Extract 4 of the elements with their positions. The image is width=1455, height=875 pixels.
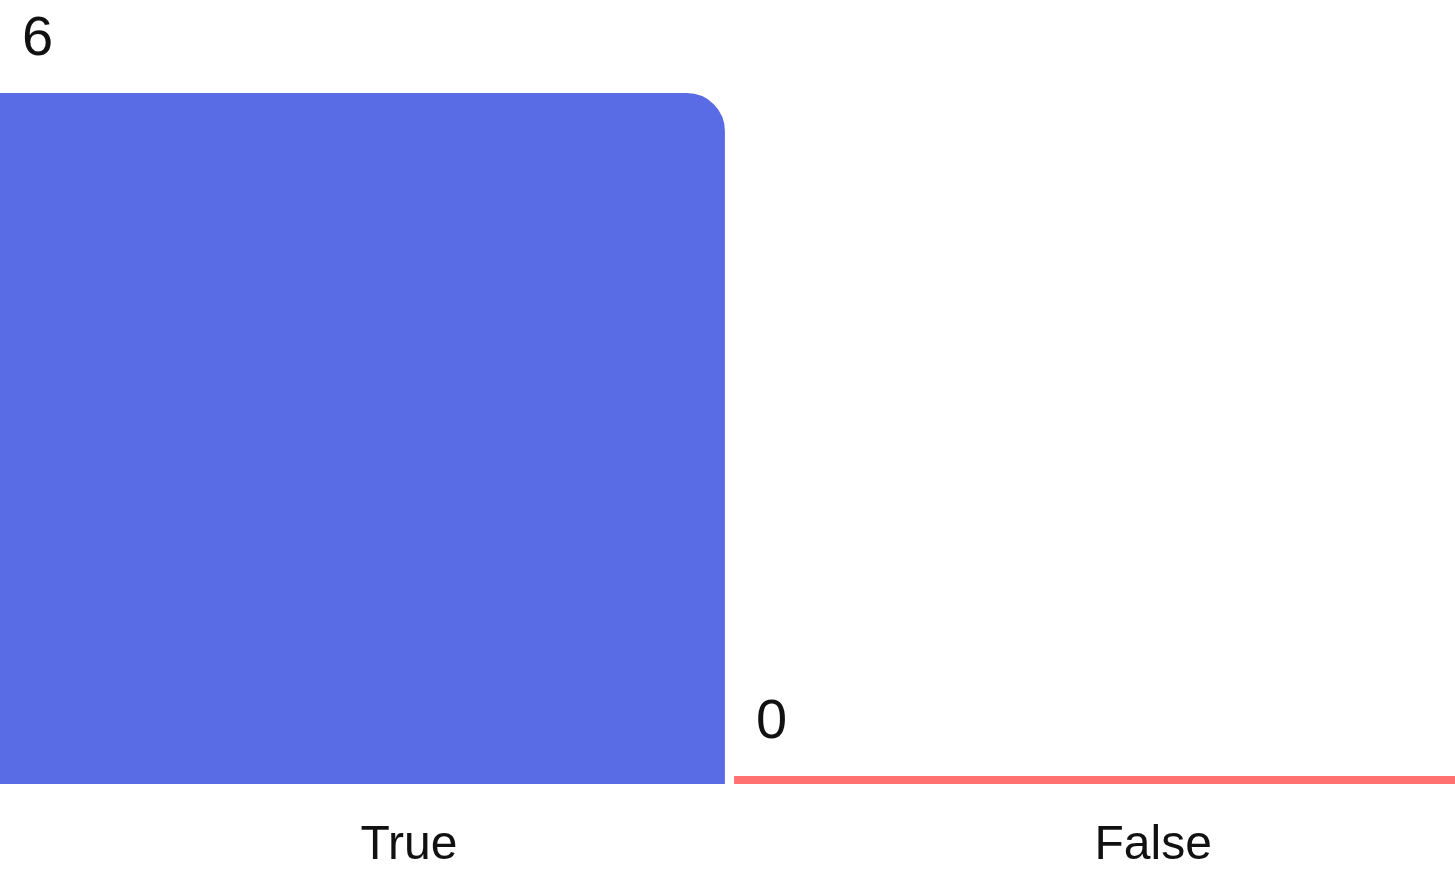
data-label: 0 [756, 687, 788, 750]
x-tick-label: False [1094, 815, 1212, 869]
x-tick-label: True [360, 815, 458, 869]
data-label: 6 [22, 4, 54, 67]
